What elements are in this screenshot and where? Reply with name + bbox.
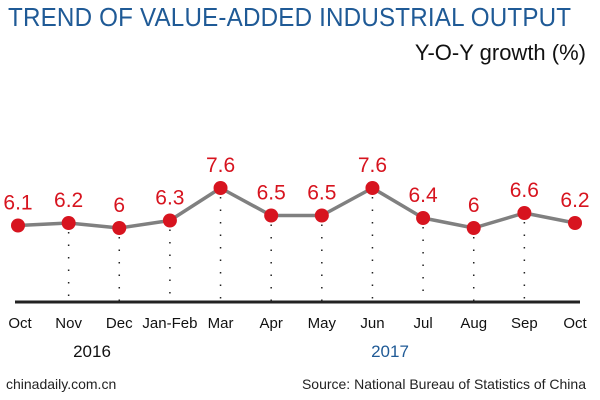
data-point <box>466 221 481 235</box>
chart-title: TREND OF VALUE-ADDED INDUSTRIAL OUTPUT <box>8 2 572 32</box>
data-label: 6 <box>468 194 480 217</box>
data-label: 6 <box>113 194 125 217</box>
x-tick-label: Sep <box>511 315 538 332</box>
x-tick-label: Oct <box>8 315 32 332</box>
x-tick-label: Dec <box>106 315 133 332</box>
x-tick-label: Mar <box>208 315 234 332</box>
series-line <box>17 186 576 230</box>
data-label: 7.6 <box>206 154 235 177</box>
data-label: 6.2 <box>560 189 589 212</box>
chart-subtitle: Y-O-Y growth (%) <box>414 40 586 65</box>
data-label: 6.2 <box>54 189 83 212</box>
footer-source: Source: National Bureau of Statistics of… <box>301 376 586 392</box>
data-point <box>162 213 177 228</box>
data-label: 7.6 <box>358 154 387 177</box>
data-label: 6.6 <box>510 179 539 202</box>
data-label: 6.5 <box>257 182 286 205</box>
x-tick-label: Aug <box>460 315 487 332</box>
x-tick-label: May <box>308 315 337 332</box>
data-point <box>11 218 25 233</box>
data-point <box>264 208 279 223</box>
data-point <box>568 216 582 230</box>
data-label: 6.4 <box>408 184 438 207</box>
data-point <box>112 221 127 235</box>
data-label: 6.3 <box>155 187 184 210</box>
x-tick-label: Apr <box>260 315 283 332</box>
data-point <box>416 211 431 225</box>
data-point <box>365 181 380 195</box>
data-point <box>61 216 76 230</box>
data-point <box>314 208 329 223</box>
footer-credit: chinadaily.com.cn <box>6 376 117 392</box>
data-point <box>517 206 532 220</box>
year-label: 2017 <box>371 342 409 361</box>
x-tick-label: Oct <box>563 315 587 332</box>
year-label: 2016 <box>73 342 111 361</box>
x-tick-label: Jan-Feb <box>142 315 197 332</box>
data-label: 6.1 <box>3 192 32 215</box>
x-tick-label: Jun <box>360 315 384 332</box>
data-point <box>213 181 228 195</box>
x-tick-label: Nov <box>55 315 82 332</box>
x-tick-label: Jul <box>413 315 432 332</box>
data-label: 6.5 <box>307 182 336 205</box>
